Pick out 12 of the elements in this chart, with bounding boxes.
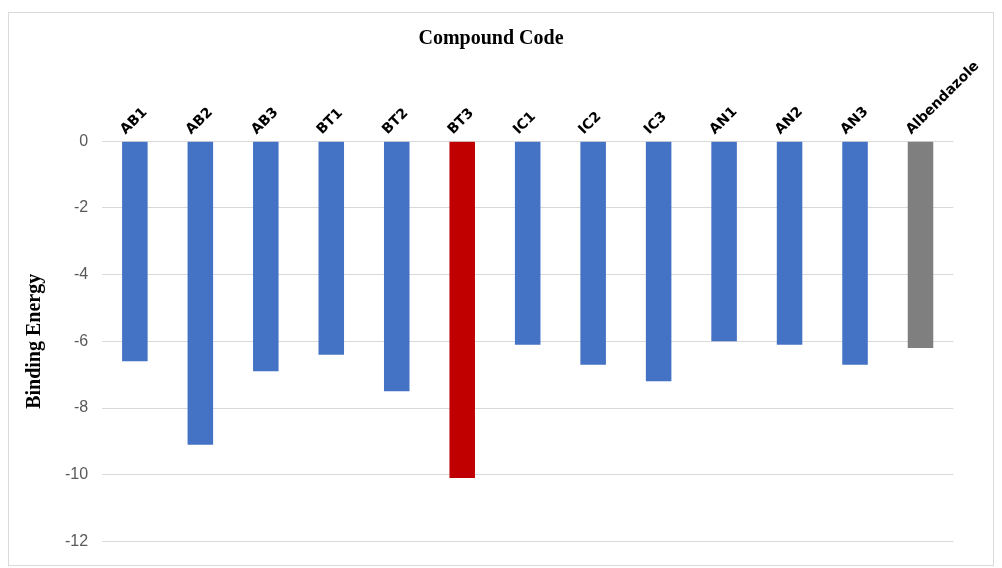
y-tick-label: -10 bbox=[65, 465, 89, 483]
y-tick-label: -2 bbox=[73, 198, 89, 216]
y-tick-label: 0 bbox=[79, 131, 89, 149]
y-tick-label: -8 bbox=[73, 398, 89, 416]
chart-title: Compound Code bbox=[418, 26, 564, 50]
x-tick-label: IC3 bbox=[640, 107, 670, 137]
y-tick-label: -6 bbox=[73, 331, 89, 349]
y-tick-label: -4 bbox=[73, 265, 89, 283]
y-tick-label: -12 bbox=[65, 531, 89, 549]
y-axis-title: Binding Energy bbox=[22, 273, 46, 409]
x-tick-label: IC1 bbox=[509, 107, 539, 137]
x-tick-label: IC2 bbox=[574, 107, 604, 137]
